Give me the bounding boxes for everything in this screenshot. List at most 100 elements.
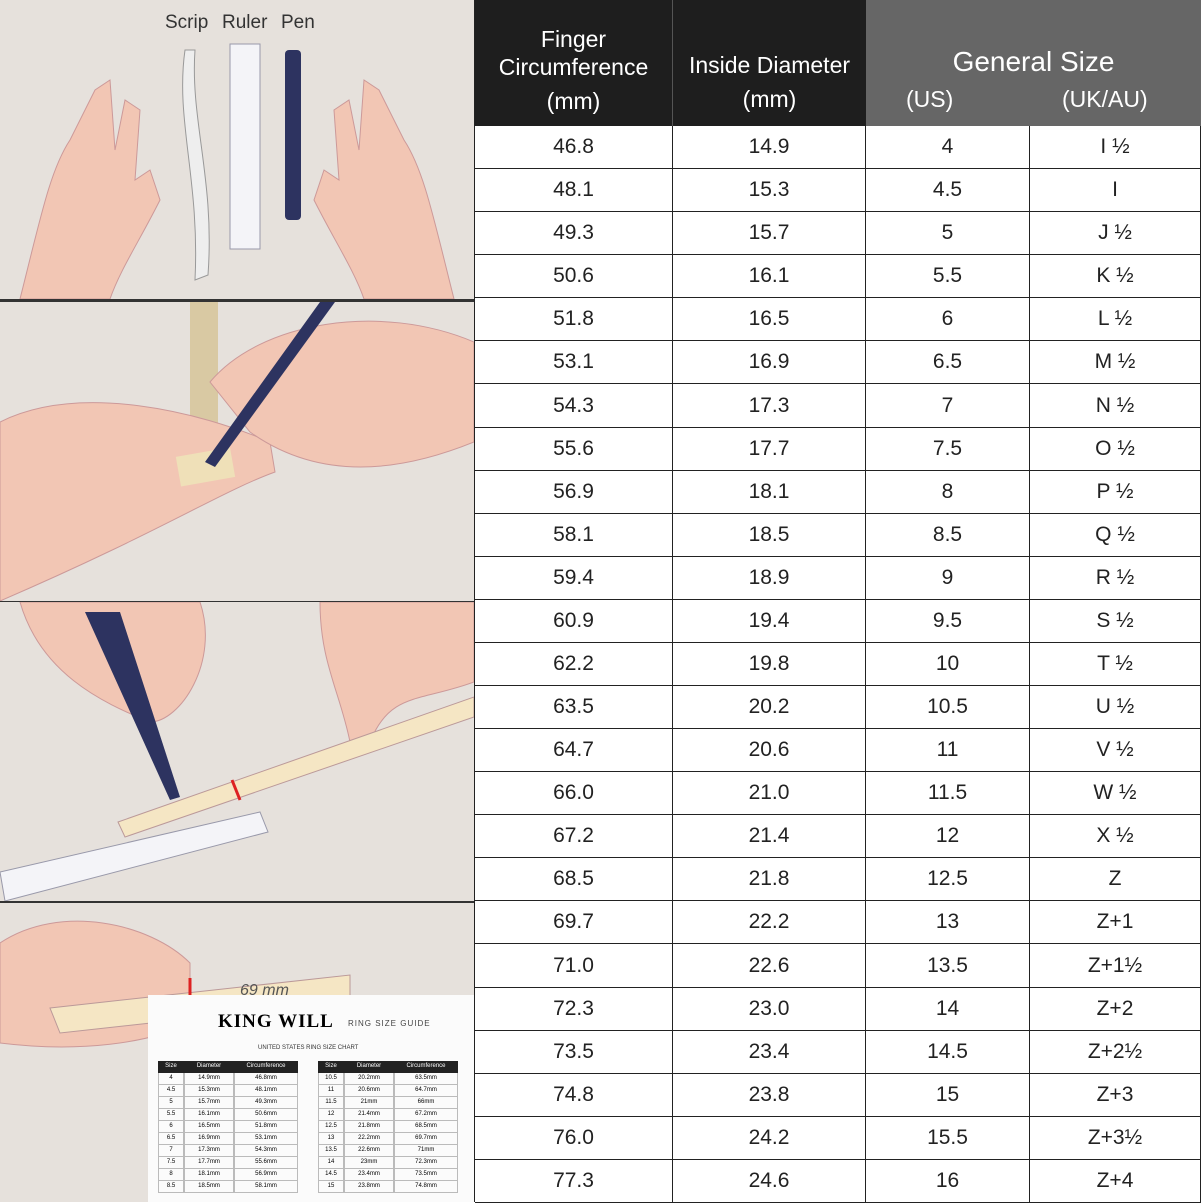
mini-cell: 51.8mm bbox=[234, 1121, 298, 1133]
header-uk-au: (UK/AU) bbox=[1062, 86, 1148, 112]
mini-cell: 71mm bbox=[394, 1145, 458, 1157]
cell-uk-size: X ½ bbox=[1030, 815, 1201, 858]
cell-uk-size: I ½ bbox=[1030, 126, 1201, 169]
table-row: 69.7 22.2 13 Z+1 bbox=[475, 901, 1201, 945]
step-3-mark-panel bbox=[0, 602, 474, 901]
cell-uk-size: S ½ bbox=[1030, 599, 1201, 642]
mini-row: 5.5 16.1mm 50.6mm bbox=[158, 1109, 298, 1121]
mini-cell: 5 bbox=[158, 1097, 184, 1109]
table-row: 64.7 20.6 11 V ½ bbox=[475, 729, 1201, 773]
mini-cell: 13 bbox=[318, 1133, 344, 1145]
mini-cell: 22.6mm bbox=[344, 1145, 394, 1157]
step-2-wrap-finger-panel bbox=[0, 302, 474, 601]
mini-cell: 10.5 bbox=[318, 1073, 344, 1085]
cell-diameter: 16.5 bbox=[673, 298, 866, 341]
mini-row: 8.5 18.5mm 58.1mm bbox=[158, 1181, 298, 1193]
mini-table-right: Size Diameter Circumference 10.5 20.2mm 63.5m… bbox=[318, 1061, 458, 1193]
cell-circumference: 64.7 bbox=[475, 729, 673, 772]
cell-diameter: 19.4 bbox=[673, 599, 866, 642]
table-body: 46.8 14.9 4 I ½ 48.1 15.3 4.5 I 49.3 15.7 5 J ½ 50.6… bbox=[475, 126, 1201, 1203]
mini-cell: 49.3mm bbox=[234, 1097, 298, 1109]
mini-row: 10.5 20.2mm 63.5mm bbox=[318, 1073, 458, 1085]
cell-uk-size: Q ½ bbox=[1030, 513, 1201, 556]
cell-uk-size: Z+2½ bbox=[1030, 1030, 1201, 1073]
mini-cell: 20.2mm bbox=[344, 1073, 394, 1085]
cell-circumference: 62.2 bbox=[475, 642, 673, 686]
mark-strip-illustration bbox=[0, 602, 474, 901]
mini-row: 5 15.7mm 49.3mm bbox=[158, 1097, 298, 1109]
cell-uk-size: K ½ bbox=[1030, 255, 1201, 298]
cell-circumference: 77.3 bbox=[475, 1159, 673, 1202]
cell-us-size: 14 bbox=[866, 987, 1030, 1030]
cell-uk-size: Z bbox=[1030, 858, 1201, 901]
cell-circumference: 69.7 bbox=[475, 901, 673, 944]
mini-cell: 69.7mm bbox=[394, 1133, 458, 1145]
mini-header: Diameter bbox=[344, 1061, 394, 1073]
mini-cell: 50.6mm bbox=[234, 1109, 298, 1121]
table-row: 66.0 21.0 11.5 W ½ bbox=[475, 772, 1201, 816]
mini-cell: 63.5mm bbox=[394, 1073, 458, 1085]
table-row: 51.8 16.5 6 L ½ bbox=[475, 298, 1201, 342]
mini-row: 14.5 23.4mm 73.5mm bbox=[318, 1169, 458, 1181]
mini-cell: 12.5 bbox=[318, 1121, 344, 1133]
mini-cell: 15.3mm bbox=[184, 1085, 234, 1097]
cell-circumference: 53.1 bbox=[475, 341, 673, 384]
cell-circumference: 50.6 bbox=[475, 255, 673, 298]
cell-diameter: 15.3 bbox=[673, 169, 866, 212]
cell-us-size: 8 bbox=[866, 470, 1030, 513]
cell-circumference: 72.3 bbox=[475, 987, 673, 1030]
mini-cell: 14.9mm bbox=[184, 1073, 234, 1085]
guide-title: RING SIZE GUIDE bbox=[348, 1019, 431, 1028]
scrip-label: Scrip bbox=[165, 12, 209, 33]
strip-mark: 69 mm bbox=[240, 982, 289, 999]
table-row: 77.3 24.6 16 Z+4 bbox=[475, 1159, 1201, 1203]
table-row: 49.3 15.7 5 J ½ bbox=[475, 212, 1201, 256]
mini-cell: 58.1mm bbox=[234, 1181, 298, 1193]
cell-diameter: 24.6 bbox=[673, 1159, 866, 1202]
mini-cell: 72.3mm bbox=[394, 1157, 458, 1169]
cell-circumference: 74.8 bbox=[475, 1073, 673, 1116]
cell-uk-size: M ½ bbox=[1030, 341, 1201, 384]
mini-cell: 18.1mm bbox=[184, 1169, 234, 1181]
table-row: 63.5 20.2 10.5 U ½ bbox=[475, 686, 1201, 730]
mini-row: 15 23.8mm 74.8mm bbox=[318, 1181, 458, 1193]
cell-uk-size: T ½ bbox=[1030, 642, 1201, 686]
cell-uk-size: U ½ bbox=[1030, 686, 1201, 729]
cell-circumference: 54.3 bbox=[475, 384, 673, 427]
mini-header: Circumference bbox=[394, 1061, 458, 1073]
cell-circumference: 71.0 bbox=[475, 944, 673, 987]
mini-header: Size bbox=[158, 1061, 184, 1073]
cell-diameter: 18.1 bbox=[673, 470, 866, 513]
table-row: 48.1 15.3 4.5 I bbox=[475, 169, 1201, 213]
cell-uk-size: Z+3 bbox=[1030, 1073, 1201, 1116]
cell-uk-size: Z+2 bbox=[1030, 987, 1201, 1030]
cell-circumference: 46.8 bbox=[475, 126, 673, 169]
cell-us-size: 12.5 bbox=[866, 858, 1030, 901]
cell-circumference: 73.5 bbox=[475, 1030, 673, 1073]
mini-row: 6 16.5mm 51.8mm bbox=[158, 1121, 298, 1133]
mini-row: 11.5 21mm 66mm bbox=[318, 1097, 458, 1109]
cell-us-size: 4 bbox=[866, 126, 1030, 169]
mini-cell: 66mm bbox=[394, 1097, 458, 1109]
mini-row: 13 22.2mm 69.7mm bbox=[318, 1133, 458, 1145]
cell-us-size: 6 bbox=[866, 298, 1030, 341]
mini-table-left: Size Diameter Circumference 4 14.9mm 46.8mm 4.… bbox=[158, 1061, 298, 1193]
mini-cell: 11.5 bbox=[318, 1097, 344, 1109]
chart-subtitle: UNITED STATES RING SIZE CHART bbox=[258, 1045, 359, 1051]
mini-cell: 23.8mm bbox=[344, 1181, 394, 1193]
cell-us-size: 7.5 bbox=[866, 427, 1030, 470]
mini-cell: 21.8mm bbox=[344, 1121, 394, 1133]
cell-uk-size: P ½ bbox=[1030, 470, 1201, 513]
mini-cell: 64.7mm bbox=[394, 1085, 458, 1097]
mini-cell: 56.9mm bbox=[234, 1169, 298, 1181]
cell-uk-size: I bbox=[1030, 169, 1201, 212]
brand-logo: KING WILL bbox=[218, 1011, 334, 1032]
mini-cell: 15 bbox=[318, 1181, 344, 1193]
cell-circumference: 48.1 bbox=[475, 169, 673, 212]
header-unit: (mm) bbox=[546, 88, 601, 114]
mini-cell: 21mm bbox=[344, 1097, 394, 1109]
cell-us-size: 5 bbox=[866, 212, 1030, 255]
table-row: 55.6 17.7 7.5 O ½ bbox=[475, 427, 1201, 471]
cell-diameter: 15.7 bbox=[673, 212, 866, 255]
mini-row: 7.5 17.7mm 55.6mm bbox=[158, 1157, 298, 1169]
